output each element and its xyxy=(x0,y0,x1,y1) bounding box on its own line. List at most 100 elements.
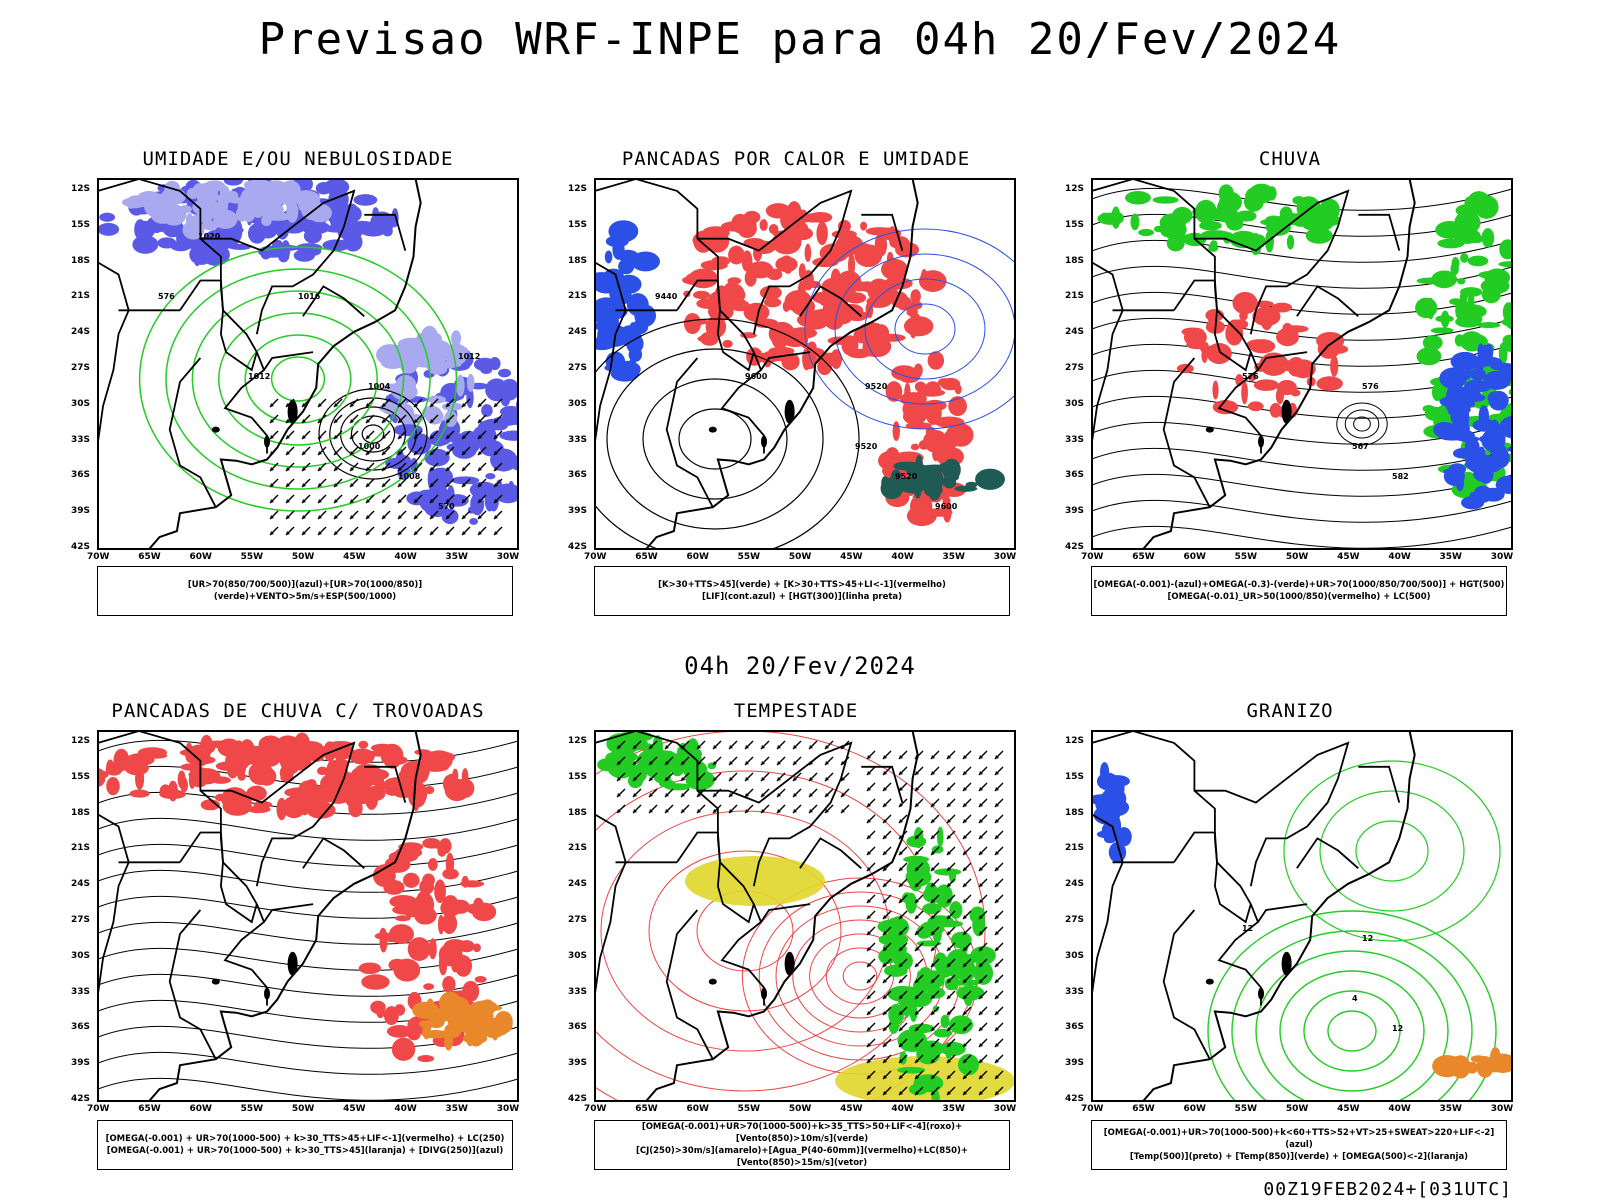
lon-tick-label: 65W xyxy=(1132,1104,1155,1114)
lat-tick-label: 36S xyxy=(71,470,91,481)
map-heat-showers: 9600 9520 9520 9520 9440 9600 12S 15S 18S 21S 24S 2… xyxy=(568,178,1016,562)
legend-line: [Temp(500)](preto) + [Temp(850)](verde) … xyxy=(1129,1152,1469,1162)
lon-tick-label: 35W xyxy=(445,552,468,562)
lat-tick-label: 42S xyxy=(71,1094,91,1104)
lat-tick-label: 27S xyxy=(568,914,588,925)
contour-label: 570 xyxy=(438,502,455,511)
lat-tick-label: 15S xyxy=(1065,771,1085,782)
contour-label: 9520 xyxy=(855,442,878,451)
lat-tick-label: 12S xyxy=(71,735,91,746)
lon-tick-label: 45W xyxy=(343,1104,366,1114)
lat-tick-label: 30S xyxy=(71,398,91,409)
lon-tick-label: 45W xyxy=(1337,1104,1360,1114)
map-thunderstorms: 12S 15S 18S 21S 24S 27S 30S 33S 36S 39S 42S 70W 65W 6… xyxy=(71,730,519,1114)
lat-tick-label: 27S xyxy=(71,914,91,925)
lat-tick-label: 27S xyxy=(71,362,91,373)
lon-tick-label: 45W xyxy=(1337,552,1360,562)
lon-tick-label: 65W xyxy=(1132,552,1155,562)
lon-tick-label: 30W xyxy=(496,552,520,562)
legend-storm: [OMEGA(-0.001)+UR>70(1000-500)+k>35_TTS>… xyxy=(594,1120,1010,1170)
lon-tick-label: 65W xyxy=(635,1104,658,1114)
lat-tick-label: 18S xyxy=(71,807,91,818)
map-rain: 576 582 576 567 12S 15S 18S 21S 24S 27S 30S 33S 36S 3… xyxy=(1065,178,1513,562)
legend-thunderstorms: [OMEGA(-0.001) + UR>70(1000-500) + k>30_… xyxy=(97,1120,513,1170)
contour-label: 1000 xyxy=(358,442,381,451)
lat-tick-label: 42S xyxy=(1065,542,1085,552)
lat-tick-label: 21S xyxy=(1065,843,1085,854)
lat-tick-label: 15S xyxy=(568,771,588,782)
lat-tick-label: 33S xyxy=(1065,434,1085,445)
lat-tick-label: 30S xyxy=(1065,398,1085,409)
panel-title: PANCADAS POR CALOR E UMIDADE xyxy=(621,148,971,170)
lat-tick-label: 15S xyxy=(568,219,588,230)
lat-tick-label: 12S xyxy=(71,183,91,194)
lon-tick-label: 70W xyxy=(87,552,110,562)
lat-tick-label: 30S xyxy=(71,950,91,961)
contour-label: 567 xyxy=(1352,442,1369,451)
lat-tick-label: 33S xyxy=(568,986,588,997)
legend-line: [OMEGA(-0.01)_UR>50(1000/850)(vermelho) … xyxy=(1167,592,1431,602)
lon-tick-label: 40W xyxy=(394,552,417,562)
lat-tick-label: 36S xyxy=(568,470,588,481)
lon-tick-label: 70W xyxy=(1081,1104,1104,1114)
lat-tick-label: 15S xyxy=(71,771,91,782)
lon-tick-label: 40W xyxy=(1388,552,1411,562)
lat-tick-label: 21S xyxy=(1065,291,1085,302)
legend-line: [OMEGA(-0.001)-(azul)+OMEGA(-0.3)-(verde… xyxy=(1093,580,1505,590)
map-canvas xyxy=(97,730,519,1102)
contour-label: 9600 xyxy=(745,372,768,381)
lon-tick-label: 35W xyxy=(445,1104,468,1114)
lon-tick-label: 50W xyxy=(788,1104,812,1114)
contour-label: 9440 xyxy=(655,292,678,301)
contour-label: 582 xyxy=(1392,472,1409,481)
lon-tick-label: 60W xyxy=(686,1104,709,1114)
contour-label: 12 xyxy=(1362,934,1373,943)
lat-tick-label: 30S xyxy=(568,950,588,961)
panel-title: PANCADAS DE CHUVA C/ TROVOADAS xyxy=(111,700,485,722)
contour-label: 12 xyxy=(1392,1024,1403,1033)
contour-label: 1012 xyxy=(248,372,270,381)
lon-tick-label: 60W xyxy=(686,552,709,562)
lon-tick-label: 40W xyxy=(394,1104,417,1114)
panel-title: CHUVA xyxy=(1258,148,1322,170)
lon-tick-label: 65W xyxy=(635,552,658,562)
contour-label: 1020 xyxy=(198,232,221,241)
legend-line: [OMEGA(-0.001) + UR>70(1000-500) + k>30_… xyxy=(105,1134,505,1144)
lat-tick-label: 39S xyxy=(568,1058,588,1069)
contour-label: 4 xyxy=(1352,994,1358,1003)
lat-tick-label: 33S xyxy=(568,434,588,445)
lat-tick-label: 33S xyxy=(1065,986,1085,997)
lat-tick-label: 42S xyxy=(1065,1094,1085,1104)
map-canvas: 1012 1008 1004 1000 576 570 1020 1016 1012 xyxy=(97,178,519,550)
lon-tick-label: 70W xyxy=(1081,552,1104,562)
lon-tick-label: 40W xyxy=(1388,1104,1411,1114)
lat-tick-label: 18S xyxy=(71,255,91,266)
lat-tick-label: 39S xyxy=(71,1058,91,1069)
main-title: Previsao WRF-INPE para 04h 20/Fev/2024 xyxy=(258,14,1342,65)
map-canvas xyxy=(594,730,1016,1102)
lat-tick-label: 21S xyxy=(568,291,588,302)
lon-tick-label: 35W xyxy=(942,552,965,562)
lat-tick-label: 39S xyxy=(568,506,588,517)
contour-label: 12 xyxy=(1242,924,1253,933)
lon-tick-label: 30W xyxy=(993,1104,1017,1114)
lat-tick-label: 33S xyxy=(71,986,91,997)
lon-tick-label: 35W xyxy=(1439,1104,1462,1114)
lat-tick-label: 15S xyxy=(1065,219,1085,230)
contour-label: 576 xyxy=(158,292,175,301)
lat-tick-label: 39S xyxy=(71,506,91,517)
lat-tick-label: 24S xyxy=(71,327,91,338)
lon-tick-label: 45W xyxy=(343,552,366,562)
lon-tick-label: 30W xyxy=(1490,552,1514,562)
lon-tick-label: 60W xyxy=(1183,1104,1206,1114)
lat-tick-label: 27S xyxy=(1065,362,1085,373)
map-hail: 12 12 12 4 12S 15S 18S 21S 24S 27S 30S 33S 36S 39S 42S… xyxy=(1065,730,1513,1114)
lat-tick-label: 18S xyxy=(568,807,588,818)
map-canvas: 9600 9520 9520 9520 9440 9600 xyxy=(594,178,1016,550)
map-canvas: 576 582 576 567 xyxy=(1091,178,1513,550)
lon-tick-label: 70W xyxy=(87,1104,110,1114)
lon-tick-label: 55W xyxy=(737,1104,761,1114)
map-humidity: 1012 1008 1004 1000 576 570 1020 1016 1012 12S 15S… xyxy=(71,178,519,562)
lon-tick-label: 30W xyxy=(993,552,1017,562)
lon-tick-label: 40W xyxy=(891,1104,914,1114)
